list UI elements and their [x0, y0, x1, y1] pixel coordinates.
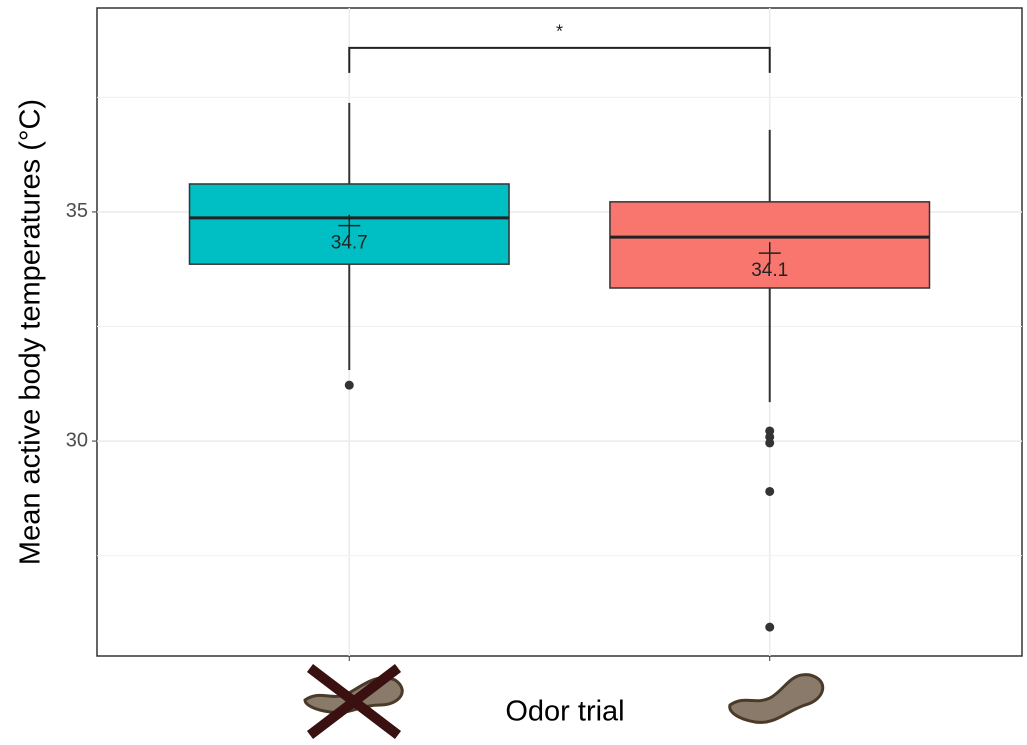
outlier: [765, 622, 775, 632]
outlier: [344, 380, 354, 390]
annotation: *: [556, 22, 563, 42]
plot-panel: [96, 7, 1023, 657]
snake-icon-crossed: [303, 664, 404, 739]
mean-label: 34.1: [751, 260, 788, 281]
outlier: [765, 486, 775, 496]
mean-label: 34.7: [331, 233, 368, 254]
x-axis-title: Odor trial: [505, 696, 624, 728]
significance-bracket: [348, 46, 771, 73]
snake-icon: [728, 673, 824, 724]
y-tick-label: 30: [66, 429, 88, 451]
outlier: [765, 438, 775, 448]
y-axis-title: Mean active body temperatures (°C): [15, 99, 47, 565]
y-tick-label: 35: [66, 200, 88, 222]
